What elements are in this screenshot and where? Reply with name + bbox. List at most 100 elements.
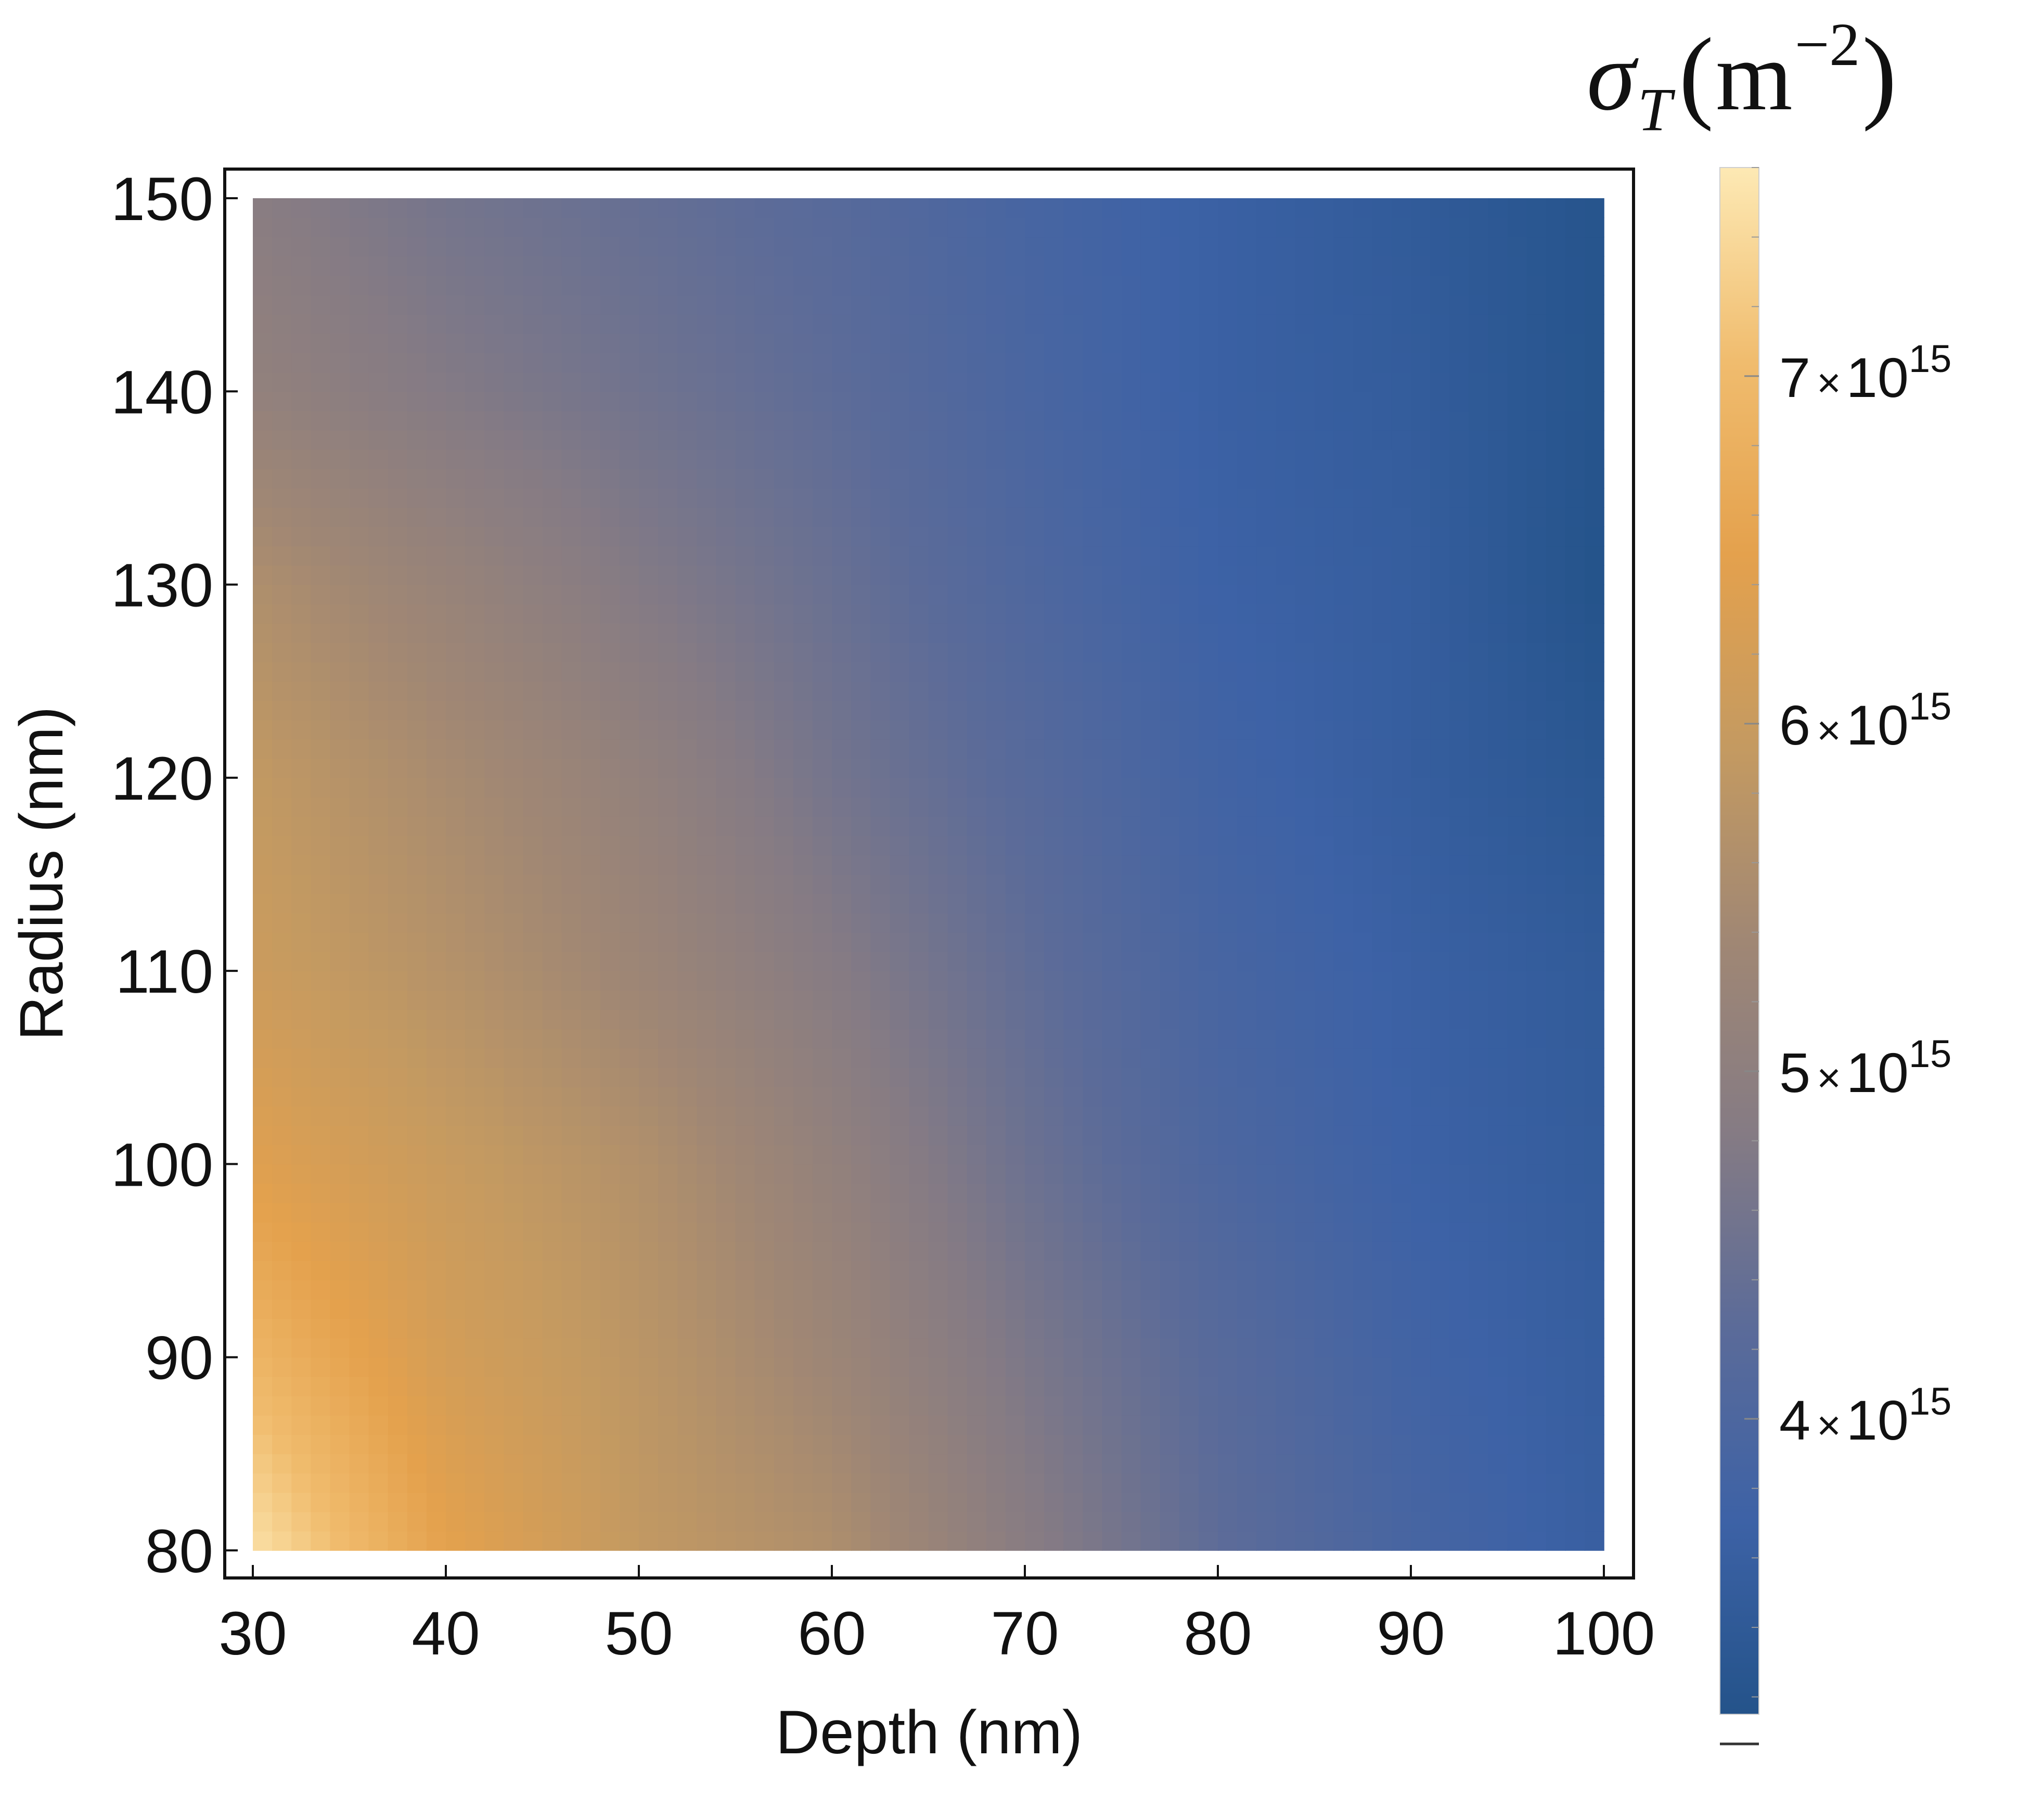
heatmap-cell	[272, 1009, 292, 1030]
heatmap-cell	[1546, 1202, 1566, 1223]
heatmap-cell	[407, 1183, 427, 1203]
heatmap-cell	[1565, 333, 1585, 353]
heatmap-cell	[1276, 1222, 1296, 1242]
heatmap-cell	[311, 932, 331, 952]
heatmap-cell	[890, 1048, 910, 1068]
heatmap-cell	[1179, 1261, 1199, 1280]
heatmap-cell	[1198, 662, 1218, 682]
heatmap-cell	[851, 1145, 871, 1165]
heatmap-cell	[851, 237, 871, 257]
heatmap-cell	[542, 1357, 562, 1377]
heatmap-cell	[407, 314, 427, 334]
heatmap-cell	[1314, 1395, 1334, 1416]
heatmap-cell	[967, 777, 987, 798]
heatmap-cell	[812, 314, 832, 334]
heatmap-cell	[1333, 487, 1354, 508]
heatmap-cell	[1411, 1376, 1431, 1396]
heatmap-cell	[1083, 1473, 1103, 1493]
heatmap-cell	[1353, 217, 1373, 238]
heatmap-cell	[426, 1473, 446, 1493]
heatmap-cell	[272, 1241, 292, 1261]
heatmap-cell	[1063, 314, 1084, 334]
heatmap-cell	[1083, 777, 1103, 798]
heatmap-cell	[1469, 990, 1489, 1010]
heatmap-cell	[658, 1299, 678, 1319]
heatmap-cell	[523, 1299, 543, 1319]
heatmap-cell	[619, 1454, 639, 1474]
heatmap-cell	[677, 527, 698, 547]
heatmap-cell	[542, 1395, 562, 1416]
heatmap-cell	[1469, 1357, 1489, 1377]
heatmap-cell	[986, 275, 1006, 296]
heatmap-cell	[967, 1338, 987, 1358]
heatmap-cell	[1083, 1280, 1103, 1300]
heatmap-cell	[735, 681, 755, 701]
heatmap-cell	[272, 1415, 292, 1435]
heatmap-cell	[1314, 527, 1334, 547]
heatmap-cell	[832, 836, 852, 856]
heatmap-cell	[504, 217, 524, 238]
heatmap-cell	[1391, 487, 1411, 508]
heatmap-cell	[253, 893, 273, 914]
heatmap-cell	[1179, 546, 1199, 566]
heatmap-cell	[1430, 1029, 1450, 1049]
heatmap-cell	[1121, 893, 1141, 914]
heatmap-cell	[1102, 333, 1122, 353]
heatmap-cell	[716, 333, 736, 353]
heatmap-cell	[1102, 1029, 1122, 1049]
heatmap-cell	[311, 1067, 331, 1087]
heatmap-cell	[330, 932, 350, 952]
heatmap-cell	[735, 391, 755, 412]
heatmap-cell	[1565, 913, 1585, 933]
heatmap-cell	[407, 1086, 427, 1107]
heatmap-cell	[1430, 1125, 1450, 1146]
heatmap-cell	[619, 1473, 639, 1493]
heatmap-cell	[1333, 1434, 1354, 1455]
heatmap-cell	[832, 527, 852, 547]
heatmap-cell	[1237, 217, 1257, 238]
heatmap-cell	[523, 391, 543, 412]
heatmap-cell	[272, 700, 292, 721]
heatmap-cell	[253, 546, 273, 566]
heatmap-cell	[890, 410, 910, 431]
heatmap-cell	[1584, 1261, 1604, 1280]
heatmap-cell	[600, 333, 620, 353]
heatmap-cell	[967, 816, 987, 837]
heatmap-cell	[619, 1376, 639, 1396]
heatmap-cell	[1584, 913, 1604, 933]
heatmap-cell	[311, 1357, 331, 1377]
heatmap-cell	[677, 855, 698, 875]
heatmap-cell	[947, 1145, 968, 1165]
heatmap-cell	[1218, 623, 1238, 643]
heatmap-cell	[1276, 1511, 1296, 1532]
heatmap-cell	[484, 1202, 505, 1223]
heatmap-cell	[272, 1222, 292, 1242]
heatmap-cell	[735, 217, 755, 238]
heatmap-cell	[774, 604, 794, 624]
heatmap-cell	[426, 372, 446, 392]
heatmap-cell	[793, 1086, 813, 1107]
heatmap-cell	[581, 797, 601, 817]
heatmap-cell	[851, 739, 871, 759]
heatmap-cell	[1140, 1531, 1161, 1551]
heatmap-cell	[1507, 604, 1527, 624]
heatmap-cell	[870, 855, 891, 875]
heatmap-cell	[870, 1222, 891, 1242]
heatmap-cell	[407, 1531, 427, 1551]
heatmap-cell	[1295, 604, 1315, 624]
heatmap-cell	[774, 739, 794, 759]
heatmap-cell	[1295, 237, 1315, 257]
heatmap-cell	[407, 527, 427, 547]
heatmap-cell	[832, 353, 852, 373]
heatmap-cell	[426, 1222, 446, 1242]
heatmap-cell	[388, 468, 408, 489]
heatmap-cell	[619, 217, 639, 238]
heatmap-cell	[1565, 1376, 1585, 1396]
heatmap-cell	[697, 990, 717, 1010]
heatmap-cell	[793, 1415, 813, 1435]
heatmap-cell	[388, 1145, 408, 1165]
heatmap-cell	[523, 584, 543, 605]
heatmap-cell	[368, 217, 389, 238]
heatmap-cell	[426, 642, 446, 662]
heatmap-cell	[253, 681, 273, 701]
